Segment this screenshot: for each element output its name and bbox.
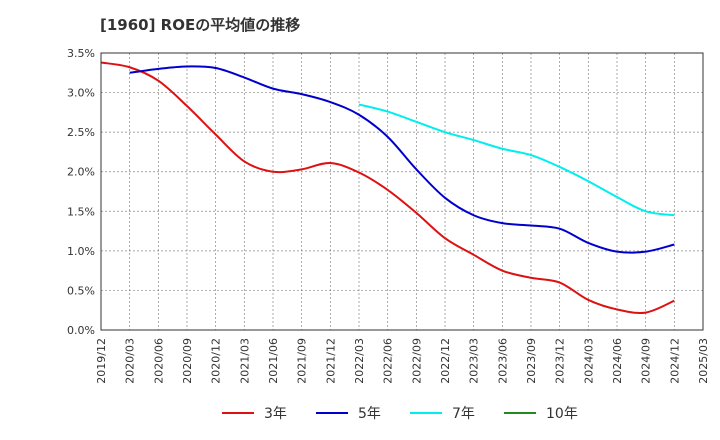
x-tick-label: 2019/12 — [95, 338, 108, 384]
chart-title: [1960] ROEの平均値の推移 — [100, 16, 301, 34]
legend-item: 7年 — [410, 406, 475, 422]
x-tick-label: 2023/12 — [554, 338, 567, 384]
x-tick-label: 2022/12 — [439, 338, 452, 384]
legend-item: 5年 — [316, 406, 381, 422]
legend-label: 7年 — [452, 406, 475, 422]
y-tick-label: 2.5% — [67, 126, 95, 139]
y-tick-label: 0.5% — [67, 284, 95, 297]
x-tick-label: 2021/03 — [238, 338, 251, 384]
series-line-7年 — [358, 103, 675, 217]
x-tick-label: 2020/09 — [181, 338, 194, 384]
series-line-5年 — [129, 65, 675, 254]
legend-item: 10年 — [504, 406, 578, 422]
y-tick-label: 3.0% — [67, 87, 95, 100]
x-axis-tick-labels: 2019/12 2020/03 2020/06 2020/09 2020/12 2021/… — [95, 338, 710, 384]
x-tick-label: 2021/06 — [267, 338, 280, 384]
x-tick-label: 2021/12 — [324, 338, 337, 384]
y-tick-label: 0.0% — [67, 324, 95, 337]
y-tick-label: 1.5% — [67, 205, 95, 218]
x-tick-label: 2024/12 — [668, 338, 681, 384]
x-tick-label: 2020/06 — [152, 338, 165, 384]
grid-lines — [100, 52, 704, 331]
legend-item: 3年 — [222, 406, 287, 422]
x-tick-label: 2022/03 — [353, 338, 366, 384]
x-tick-label: 2020/03 — [124, 338, 137, 384]
x-tick-label: 2023/09 — [525, 338, 538, 384]
series-line-3年 — [100, 61, 675, 315]
x-tick-label: 2022/06 — [382, 338, 395, 384]
legend: 3年 5年 7年 10年 — [222, 406, 578, 422]
y-axis-tick-labels: 0.0% 0.5% 1.0% 1.5% 2.0% 2.5% 3.0% 3.5% — [67, 47, 95, 337]
series-lines — [100, 61, 675, 315]
x-tick-label: 2024/09 — [640, 338, 653, 384]
plot-border — [100, 52, 704, 331]
y-tick-label: 2.0% — [67, 166, 95, 179]
y-tick-label: 1.0% — [67, 245, 95, 258]
legend-label: 3年 — [264, 406, 287, 422]
y-tick-label: 3.5% — [67, 47, 95, 60]
x-tick-label: 2025/03 — [697, 338, 710, 384]
x-tick-label: 2022/09 — [410, 338, 423, 384]
legend-label: 10年 — [546, 406, 578, 422]
x-tick-label: 2020/12 — [210, 338, 223, 384]
x-tick-label: 2024/03 — [582, 338, 595, 384]
x-tick-label: 2024/06 — [611, 338, 624, 384]
x-tick-label: 2023/06 — [496, 338, 509, 384]
legend-label: 5年 — [358, 406, 381, 422]
x-tick-label: 2023/03 — [468, 338, 481, 384]
x-tick-label: 2021/09 — [296, 338, 309, 384]
